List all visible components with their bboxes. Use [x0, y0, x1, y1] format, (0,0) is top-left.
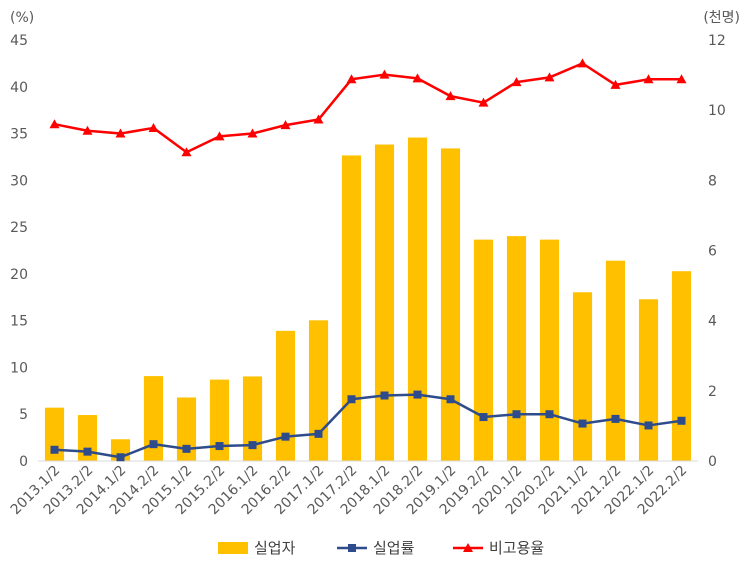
bar-2022.1/2: [638, 299, 659, 461]
bar-2020.1/2: [506, 236, 527, 461]
bar-2018.2/2: [407, 137, 428, 461]
legend-label-실업자: 실업자: [254, 539, 296, 557]
bar-2015.1/2: [176, 397, 197, 461]
bar-2013.2/2: [77, 415, 98, 461]
point-실업률: [380, 391, 389, 400]
point-실업률: [545, 410, 554, 419]
point-비고용율: [148, 122, 159, 132]
bar-2020.2/2: [539, 239, 560, 461]
point-비고용율: [643, 74, 654, 84]
point-실업률: [677, 416, 686, 425]
legend-marker-실업률: [348, 544, 356, 552]
legend: 실업자 실업률 비고용율: [218, 539, 544, 557]
point-실업률: [512, 410, 521, 419]
right-tick-label: 4: [708, 314, 717, 330]
point-비고용율: [346, 74, 357, 84]
point-비고용율: [511, 77, 522, 87]
bar-2014.2/2: [143, 376, 164, 461]
left-tick-label: 35: [10, 127, 28, 143]
bar-2021.2/2: [605, 260, 626, 461]
point-실업률: [611, 414, 620, 423]
right-axis-unit: (천명): [703, 10, 740, 26]
point-비고용율: [544, 72, 555, 82]
bar-2019.1/2: [440, 148, 461, 461]
left-tick-label: 25: [10, 220, 28, 236]
point-실업률: [149, 440, 158, 449]
right-tick-label: 0: [708, 454, 717, 470]
point-실업률: [347, 395, 356, 404]
bar-2018.1/2: [374, 144, 395, 461]
plot-layer: (%) (천명)0510152025303540450246810122013.1…: [8, 10, 740, 518]
point-실업률: [446, 395, 455, 404]
point-실업률: [413, 390, 422, 399]
point-비고용율: [412, 73, 423, 83]
series-line-실업률: [54, 393, 682, 459]
left-tick-label: 30: [10, 173, 28, 189]
point-실업률: [578, 419, 587, 428]
point-실업률: [314, 429, 323, 438]
right-tick-label: 2: [708, 384, 717, 400]
point-실업률: [281, 432, 290, 441]
left-tick-label: 40: [10, 80, 28, 96]
left-tick-label: 10: [10, 360, 28, 376]
point-실업률: [644, 421, 653, 430]
legend-label-실업률: 실업률: [373, 539, 415, 557]
point-실업률: [182, 444, 191, 453]
point-실업률: [215, 442, 224, 451]
bar-2015.2/2: [209, 379, 230, 461]
point-실업률: [83, 447, 92, 456]
point-비고용율: [478, 97, 489, 107]
point-비고용율: [181, 147, 192, 157]
legend-swatch-실업자: [218, 542, 248, 554]
point-비고용율: [49, 119, 60, 129]
bar-2017.2/2: [341, 155, 362, 461]
bar-2016.2/2: [275, 330, 296, 461]
bar-2019.2/2: [473, 239, 494, 461]
point-실업률: [479, 413, 488, 422]
left-tick-label: 5: [19, 407, 28, 423]
left-tick-label: 15: [10, 314, 28, 330]
point-비고용율: [280, 120, 291, 130]
point-비고용율: [214, 131, 225, 141]
bar-2013.1/2: [44, 407, 65, 461]
left-tick-label: 0: [19, 454, 28, 470]
bar-2016.1/2: [242, 376, 263, 461]
bar-2017.1/2: [308, 320, 329, 461]
left-axis-unit: (%): [10, 10, 34, 26]
point-비고용율: [379, 69, 390, 79]
legend-marker-비고용율: [463, 543, 473, 552]
point-실업률: [116, 453, 125, 462]
point-비고용율: [247, 128, 258, 138]
right-tick-label: 8: [708, 173, 717, 189]
right-tick-label: 10: [708, 103, 726, 119]
right-tick-label: 12: [708, 33, 726, 49]
point-비고용율: [577, 58, 588, 68]
left-tick-label: 45: [10, 33, 28, 49]
bar-2021.1/2: [572, 292, 593, 461]
point-실업률: [248, 441, 257, 450]
point-비고용율: [115, 128, 126, 138]
point-비고용율: [445, 91, 456, 101]
point-실업률: [50, 445, 59, 454]
point-비고용율: [610, 79, 621, 89]
right-tick-label: 6: [708, 244, 717, 260]
bar-2022.2/2: [671, 271, 692, 461]
point-비고용율: [676, 74, 687, 84]
point-비고용율: [313, 114, 324, 124]
left-tick-label: 20: [10, 267, 28, 283]
point-비고용율: [82, 125, 93, 135]
legend-label-비고용율: 비고용율: [489, 539, 544, 557]
series-line-비고용율: [54, 62, 682, 154]
